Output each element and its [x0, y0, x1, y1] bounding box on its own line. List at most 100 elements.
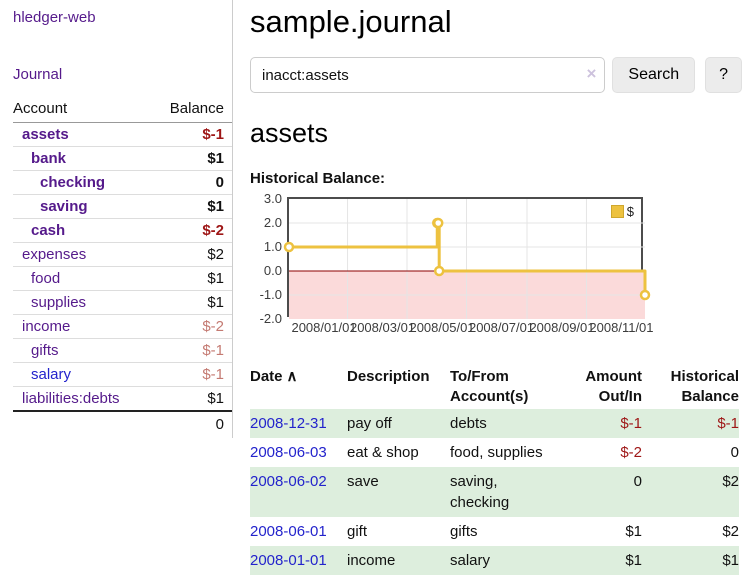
- account-balance: $-1: [154, 362, 232, 387]
- account-row-bank: bank $1: [13, 146, 232, 171]
- register-row: 2008-06-03 eat & shop food, supplies $-2…: [250, 438, 739, 467]
- transaction-amount: $-2: [620, 444, 642, 461]
- account-row-saving: saving $1: [13, 194, 232, 219]
- transaction-balance: $-1: [717, 415, 739, 432]
- register-header-balance: Historical Balance: [670, 368, 739, 405]
- account-balance: $-2: [154, 218, 232, 243]
- account-balance: $1: [154, 266, 232, 291]
- transaction-amount: $1: [625, 552, 642, 569]
- main-content: sample.journal × Search ? assets Histori…: [250, 0, 742, 575]
- transaction-amount: 0: [633, 473, 642, 490]
- chart-title: Historical Balance:: [250, 170, 386, 187]
- sidebar-account-liabilities-debts[interactable]: liabilities:debts: [22, 390, 120, 407]
- transaction-description: save: [347, 473, 379, 490]
- register-table: Date ∧ Description To/From Account(s) Amo…: [250, 365, 739, 575]
- register-header-date[interactable]: Date ∧: [250, 365, 347, 409]
- account-row-supplies: supplies $1: [13, 290, 232, 315]
- search-button[interactable]: Search: [612, 57, 696, 93]
- transaction-amount: $1: [625, 523, 642, 540]
- sidebar-account-gifts[interactable]: gifts: [31, 342, 59, 359]
- clear-search-icon[interactable]: ×: [586, 64, 597, 83]
- register-header-description: Description: [347, 368, 430, 385]
- register-row: 2008-06-02 save saving, checking 0 $2: [250, 467, 739, 517]
- accounts-total-row: 0: [13, 410, 232, 437]
- y-tick-label: 1.0: [263, 239, 282, 254]
- account-balance: $-1: [154, 338, 232, 363]
- search-box: ×: [250, 57, 606, 93]
- account-row-salary: salary $-1: [13, 362, 232, 387]
- search-form: × Search ?: [250, 57, 742, 93]
- transaction-date-link[interactable]: 2008-01-01: [250, 552, 327, 569]
- account-balance: $-1: [202, 126, 224, 143]
- sidebar-account-expenses[interactable]: expenses: [22, 246, 87, 263]
- x-tick-label: 2008/11/01: [589, 320, 654, 335]
- sidebar-account-checking[interactable]: checking: [40, 174, 106, 191]
- account-row-assets: assets $-1: [13, 123, 232, 147]
- legend-label: $: [626, 204, 634, 219]
- transaction-description: gift: [347, 523, 368, 540]
- register-row: 2008-01-01 income salary $1 $1: [250, 546, 739, 575]
- x-tick-label: 2008/07/01: [468, 320, 535, 335]
- y-tick-label: -2.0: [259, 311, 282, 326]
- sidebar-item-journal[interactable]: Journal: [13, 66, 63, 83]
- sidebar-account-salary[interactable]: salary: [31, 366, 72, 383]
- search-help-button[interactable]: ?: [705, 57, 742, 93]
- sidebar-account-income[interactable]: income: [22, 318, 71, 335]
- transaction-balance: $2: [722, 523, 739, 540]
- app-title-link[interactable]: hledger-web: [13, 9, 96, 26]
- transaction-date-link[interactable]: 2008-06-02: [250, 473, 327, 490]
- transaction-balance: $1: [722, 552, 739, 569]
- transaction-accounts: gifts: [450, 523, 478, 540]
- transaction-description: pay off: [347, 415, 392, 432]
- account-balance: $-2: [154, 314, 232, 339]
- sidebar-account-food[interactable]: food: [31, 270, 61, 287]
- sidebar-account-supplies[interactable]: supplies: [31, 294, 87, 311]
- account-row-cash: cash $-2: [13, 218, 232, 243]
- chart-legend: $: [608, 203, 636, 220]
- account-balance: $1: [154, 194, 232, 219]
- sidebar-account-saving[interactable]: saving: [40, 198, 88, 215]
- x-tick-label: 2008/05/01: [409, 320, 475, 335]
- transaction-accounts: debts: [450, 415, 487, 432]
- sidebar-account-assets[interactable]: assets: [22, 126, 69, 143]
- account-balance: 0: [154, 170, 232, 195]
- sidebar-account-bank[interactable]: bank: [31, 150, 67, 167]
- chart-x-axis-labels: 2008/01/01 2008/03/01 2008/05/01 2008/07…: [291, 320, 680, 338]
- sort-ascending-icon: ∧: [286, 368, 298, 385]
- sidebar-account-cash[interactable]: cash: [31, 222, 66, 239]
- date-header-label: Date: [250, 368, 283, 385]
- x-tick-label: 2008/03/01: [349, 320, 416, 335]
- spacer: [13, 410, 155, 437]
- account-row-checking: checking 0: [13, 170, 232, 195]
- accounts-header-balance: Balance: [154, 97, 232, 123]
- account-balance: $1: [154, 146, 232, 171]
- account-balance: $1: [154, 386, 232, 411]
- account-balance: $2: [154, 242, 232, 267]
- register-row: 2008-06-01 gift gifts $1 $2: [250, 517, 739, 546]
- accounts-header-row: Account Balance: [13, 97, 232, 123]
- x-tick-label: 2008/09/01: [529, 320, 595, 335]
- transaction-description: eat & shop: [347, 444, 419, 461]
- transaction-balance: $2: [722, 473, 739, 490]
- account-row-gifts: gifts $-1: [13, 338, 232, 363]
- y-tick-label: 0.0: [263, 263, 282, 278]
- transaction-date-link[interactable]: 2008-06-03: [250, 444, 327, 461]
- account-heading: assets: [250, 118, 329, 148]
- account-balance: $1: [154, 290, 232, 315]
- register-header-accounts: To/From Account(s): [450, 368, 529, 405]
- register-header-row: Date ∧ Description To/From Account(s) Amo…: [250, 365, 739, 409]
- legend-swatch-icon: [610, 205, 624, 218]
- chart-svg: [283, 199, 651, 319]
- chart-y-axis-labels: 3.0 2.0 1.0 0.0 -1.0 -2.0: [250, 191, 282, 326]
- transaction-date-link[interactable]: 2008-06-01: [250, 523, 327, 540]
- transaction-accounts: salary: [450, 552, 491, 569]
- transaction-date-link[interactable]: 2008-12-31: [250, 415, 327, 432]
- chart-plot-area: $: [283, 197, 651, 319]
- account-row-expenses: expenses $2: [13, 242, 232, 267]
- search-input[interactable]: [250, 57, 606, 93]
- y-tick-label: 3.0: [263, 191, 282, 206]
- account-row-income: income $-2: [13, 314, 232, 339]
- register-row: 2008-12-31 pay off debts $-1 $-1: [250, 409, 739, 438]
- accounts-header-account: Account: [13, 97, 155, 123]
